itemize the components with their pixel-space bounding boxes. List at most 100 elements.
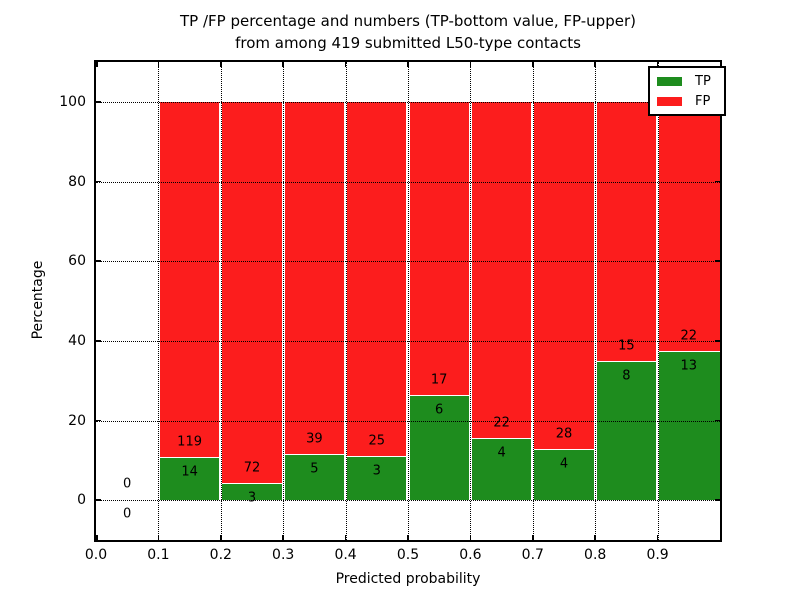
fp-bar-segment bbox=[409, 101, 469, 396]
bars-layer bbox=[96, 62, 720, 540]
tp-count-label: 4 bbox=[559, 456, 569, 472]
x-gridline bbox=[158, 62, 160, 540]
x-tickmark-bottom bbox=[594, 535, 596, 540]
x-tickmark-top bbox=[96, 62, 98, 67]
y-tick-label: 100 bbox=[59, 93, 86, 110]
fp-count-label: 22 bbox=[680, 328, 698, 344]
y-tick-label: 40 bbox=[68, 332, 86, 349]
x-tick-label: 0.1 bbox=[147, 547, 170, 563]
tp-bar-segment bbox=[659, 352, 720, 501]
y-tickmark-right bbox=[715, 340, 720, 342]
fp-bar-segment bbox=[659, 101, 720, 352]
x-tickmark-top bbox=[220, 62, 222, 67]
x-gridline bbox=[220, 62, 222, 540]
fp-count-label: 119 bbox=[177, 434, 203, 450]
y-tickmark-right bbox=[715, 180, 720, 183]
x-tick-label: 0.2 bbox=[209, 547, 232, 563]
legend: TP FP bbox=[648, 66, 726, 116]
y-tickmark-right bbox=[715, 499, 720, 501]
y-tickmark-left bbox=[96, 260, 101, 262]
fp-bar-segment bbox=[222, 101, 282, 484]
fp-legend-swatch bbox=[657, 96, 682, 106]
tp-count-label: 13 bbox=[680, 358, 698, 374]
tp-bar-segment bbox=[159, 458, 220, 501]
fp-count-label: 39 bbox=[306, 431, 323, 447]
tp-count-label: 3 bbox=[372, 463, 381, 479]
gridlines-layer bbox=[96, 62, 720, 540]
tp-bar-segment bbox=[284, 454, 345, 501]
x-tick-label: 0.9 bbox=[646, 547, 669, 563]
chart-title-line2: from among 419 submitted L50-type contac… bbox=[235, 34, 581, 52]
y-tickmark-left bbox=[96, 180, 101, 183]
fp-count-label: 72 bbox=[243, 460, 261, 476]
x-tickmark-bottom bbox=[157, 535, 160, 540]
x-tickmark-top bbox=[282, 62, 284, 67]
tp-bar-segment bbox=[409, 396, 469, 501]
y-tickmark-left bbox=[96, 419, 101, 422]
fp-count-label: 25 bbox=[368, 433, 386, 449]
x-tickmark-top bbox=[532, 62, 534, 67]
x-tickmark-top bbox=[157, 62, 160, 67]
x-tick-label: 0.4 bbox=[334, 547, 357, 563]
fp-bar-segment bbox=[347, 101, 407, 457]
fp-bar-segment bbox=[284, 101, 345, 454]
x-tick-label: 0.5 bbox=[396, 547, 420, 563]
chart-title: TP /FP percentage and numbers (TP-bottom… bbox=[96, 10, 720, 54]
tp-legend-label: TP bbox=[695, 73, 711, 89]
fp-count-label: 28 bbox=[555, 426, 573, 442]
fp-legend-label: FP bbox=[695, 93, 711, 109]
y-tick-label: 60 bbox=[68, 253, 86, 270]
y-tickmark-right bbox=[715, 260, 720, 262]
tp-bar-segment bbox=[534, 450, 594, 501]
tp-bar-segment bbox=[471, 438, 532, 501]
bar-labels-layer: 0 0 119 14 72 3 39 5 25 3 17 6 22 4 28 4 15 8 22 13 bbox=[96, 62, 720, 540]
x-tickmark-bottom bbox=[532, 535, 534, 540]
fp-bar-segment bbox=[596, 101, 657, 361]
x-tickmark-bottom bbox=[469, 535, 472, 540]
tp-legend-swatch bbox=[657, 76, 682, 86]
fp-count-label: 17 bbox=[430, 372, 448, 388]
tp-bar-segment bbox=[222, 484, 282, 501]
x-tick-label: 0.7 bbox=[521, 547, 544, 563]
x-tickmark-bottom bbox=[407, 535, 409, 540]
y-axis-label: Percentage bbox=[30, 260, 46, 340]
x-tick-label: 0.8 bbox=[584, 547, 607, 563]
plot-area: 0 0 119 14 72 3 39 5 25 3 17 6 22 4 28 4 15 8 22 13 bbox=[94, 60, 722, 542]
x-gridline bbox=[408, 62, 409, 540]
tp-count-label: 8 bbox=[622, 368, 631, 384]
y-tickmark-right bbox=[715, 419, 720, 422]
plot-inner: 0 0 119 14 72 3 39 5 25 3 17 6 22 4 28 4 15 8 22 13 bbox=[96, 62, 720, 540]
fp-bar-segment bbox=[159, 101, 220, 458]
fp-count-label: 0 bbox=[123, 476, 132, 492]
y-tickmark-left bbox=[96, 499, 101, 501]
x-tick-label: 0.3 bbox=[272, 547, 295, 563]
fp-bar-segment bbox=[471, 101, 532, 438]
tp-bar-segment bbox=[347, 457, 407, 501]
x-gridline bbox=[595, 62, 597, 540]
tp-count-label: 0 bbox=[123, 506, 132, 522]
legend-row-tp: TP bbox=[657, 75, 717, 88]
x-tickmark-bottom bbox=[96, 535, 98, 540]
tp-count-label: 14 bbox=[181, 464, 198, 480]
x-gridline bbox=[657, 62, 659, 540]
x-tickmark-bottom bbox=[656, 535, 659, 540]
x-gridline bbox=[345, 62, 347, 540]
y-tick-label: 20 bbox=[68, 412, 86, 429]
x-tick-label: 0.6 bbox=[459, 547, 482, 563]
x-tickmark-bottom bbox=[344, 535, 347, 540]
x-gridline bbox=[532, 62, 534, 540]
tp-bar-segment bbox=[596, 361, 657, 501]
y-tickmark-left bbox=[96, 340, 101, 342]
chart-title-line1: TP /FP percentage and numbers (TP-bottom… bbox=[180, 12, 636, 30]
x-tickmark-top bbox=[656, 62, 659, 67]
y-tickmark-left bbox=[96, 101, 101, 103]
tp-count-label: 3 bbox=[247, 490, 257, 506]
x-gridline bbox=[470, 62, 472, 540]
tp-count-label: 6 bbox=[435, 402, 444, 418]
fp-count-label: 15 bbox=[618, 338, 635, 354]
x-gridline bbox=[283, 62, 285, 540]
x-tickmark-top bbox=[594, 62, 596, 67]
x-tickmark-top bbox=[407, 62, 409, 67]
x-tickmark-bottom bbox=[282, 535, 284, 540]
